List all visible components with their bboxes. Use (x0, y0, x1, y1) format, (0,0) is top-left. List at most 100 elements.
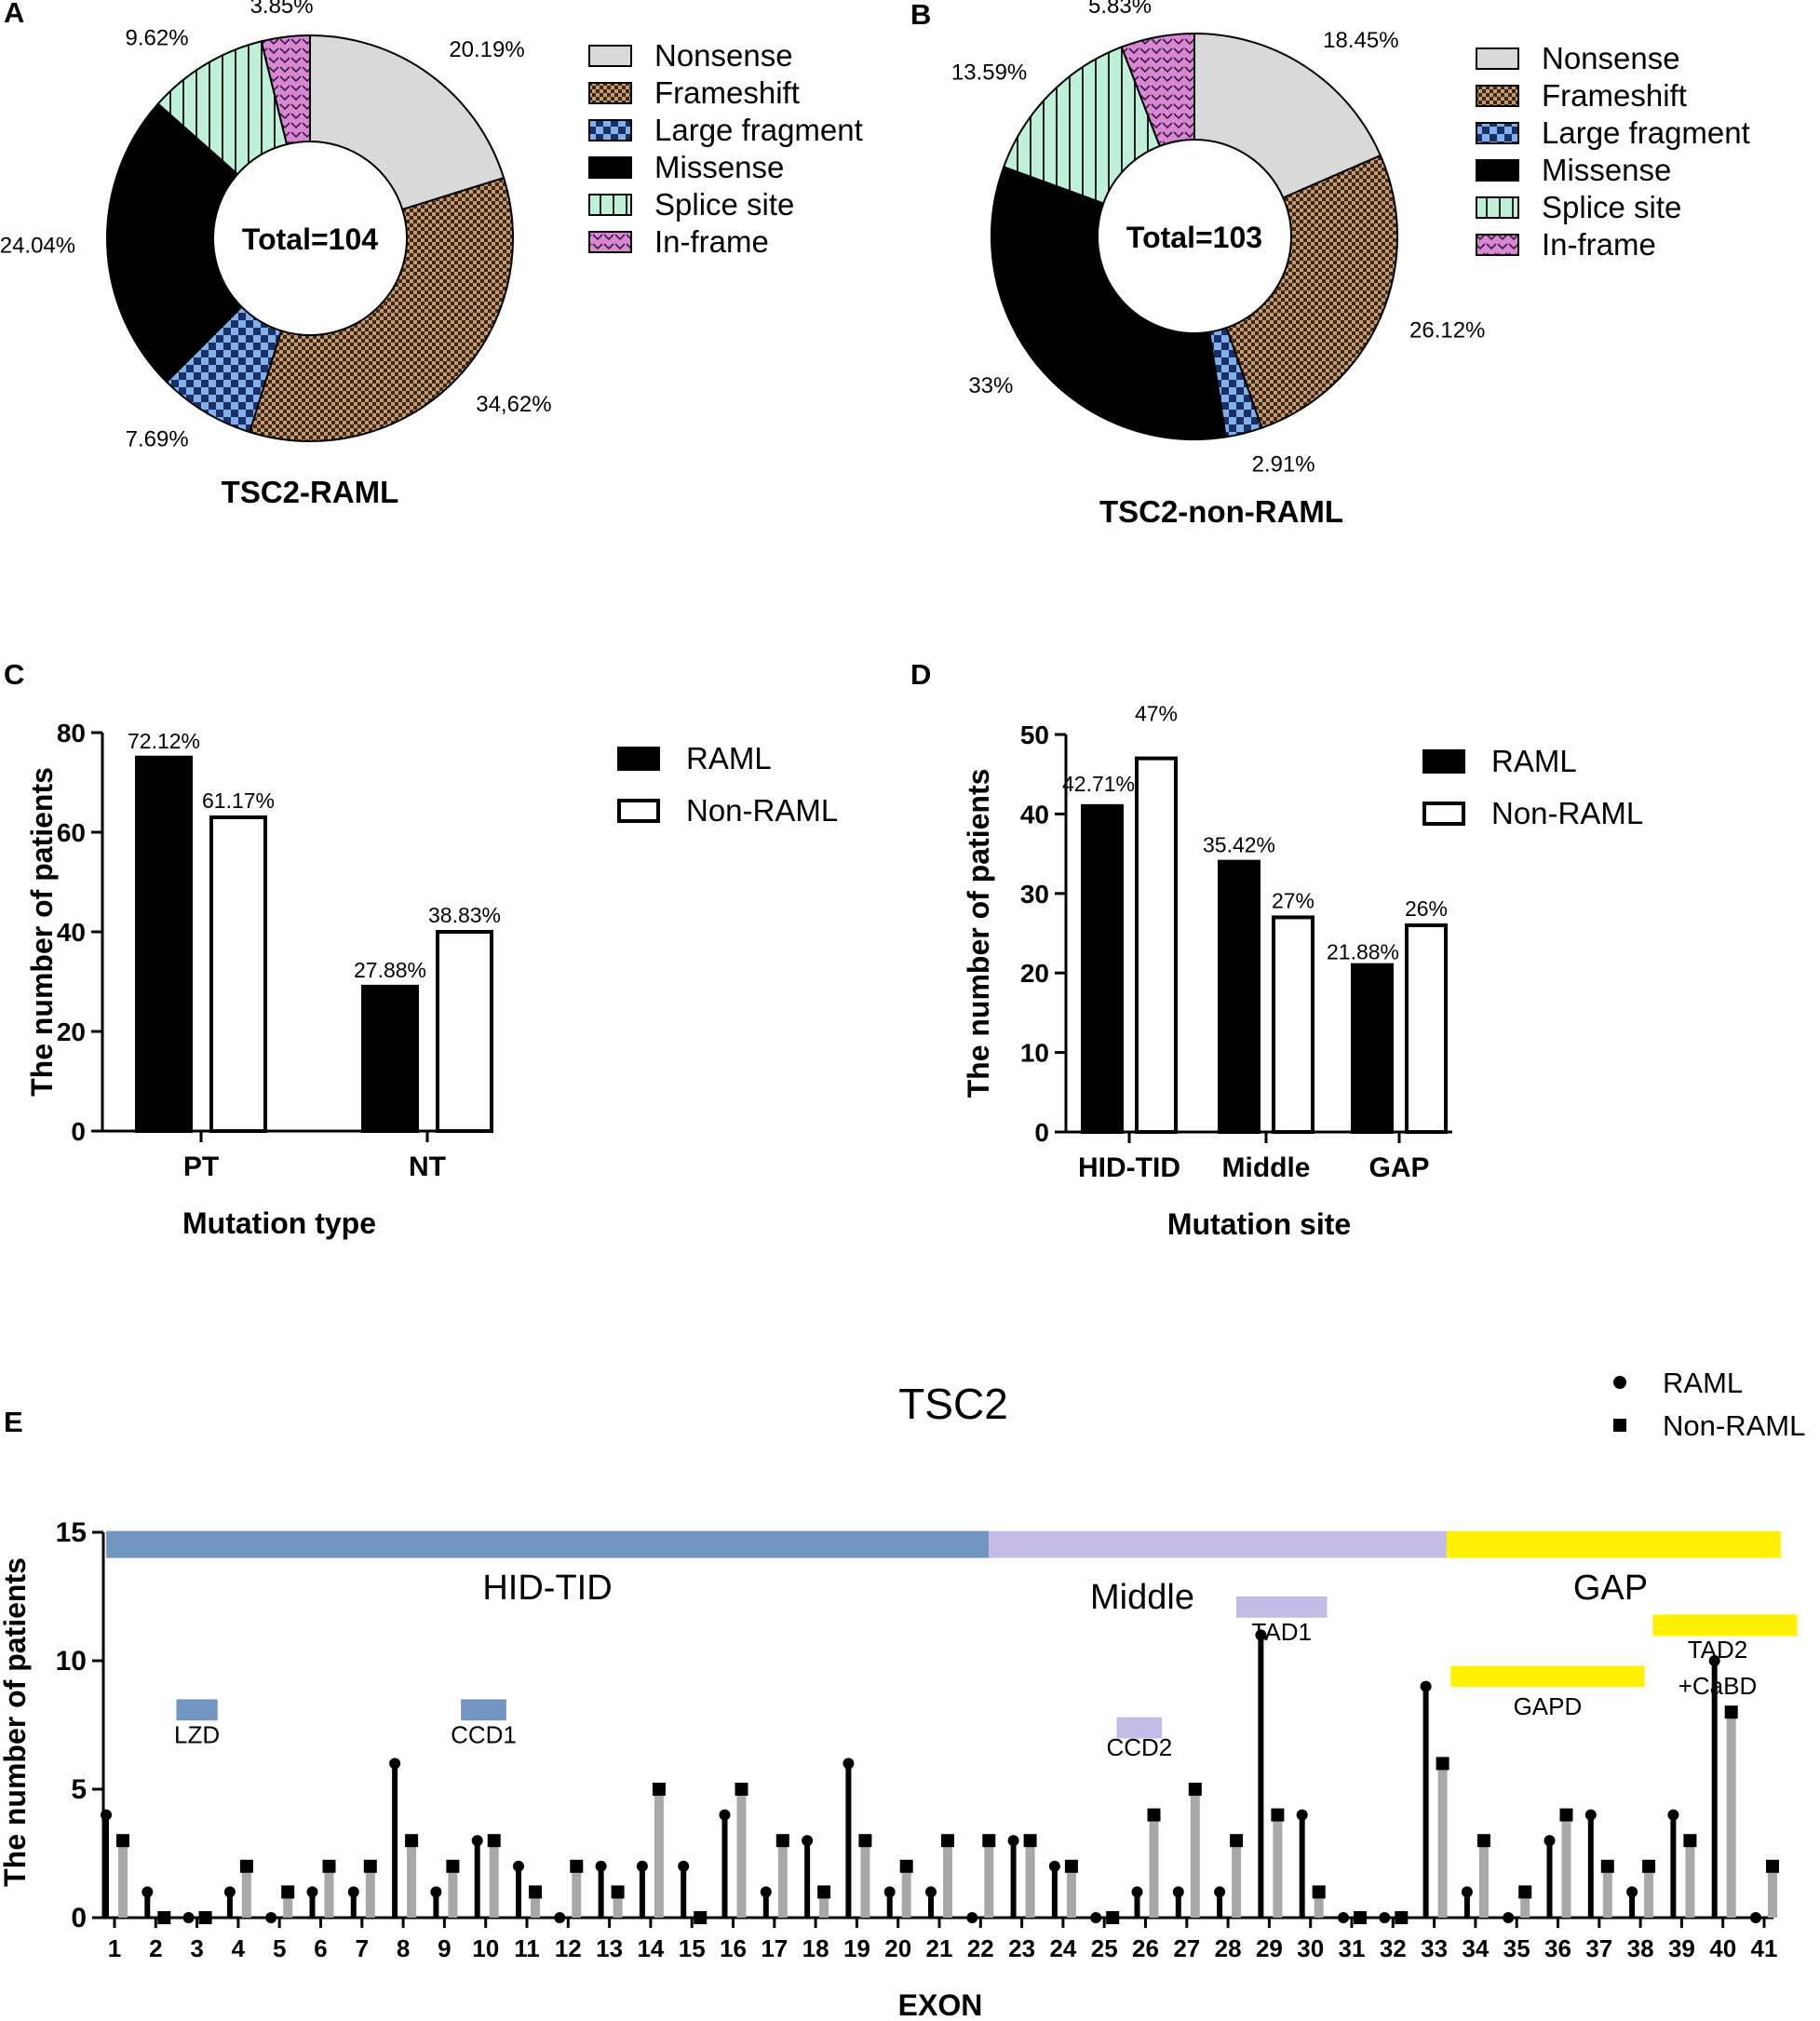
exon-label: 30 (1297, 1934, 1324, 1962)
domain-label: LZD (174, 1720, 220, 1748)
legend-marker-non-raml (1613, 1419, 1626, 1432)
non-raml-bar (1561, 1814, 1571, 1918)
non-raml-bar (1644, 1866, 1654, 1918)
non-raml-point (817, 1885, 831, 1899)
legend-swatch-nonsense (588, 45, 632, 67)
non-raml-point (322, 1859, 336, 1873)
domain-label: +CaBD (1678, 1672, 1758, 1700)
exon-label: 14 (637, 1934, 664, 1962)
raml-point (1584, 1809, 1597, 1821)
non-raml-bar (1726, 1712, 1736, 1918)
exon-label: 32 (1380, 1934, 1407, 1962)
raml-point (843, 1758, 855, 1770)
region-bar-gap (1446, 1530, 1781, 1558)
domain-bar (176, 1699, 218, 1721)
region-bar-middle (989, 1530, 1447, 1558)
region-bar-hid_tid (106, 1530, 990, 1558)
pie-slice-missense (991, 166, 1227, 440)
raml-point (1708, 1655, 1720, 1666)
domain-bar (1235, 1597, 1328, 1618)
pie-slice-frameshift (1225, 154, 1398, 429)
exon-label: 36 (1544, 1934, 1571, 1962)
pie-chart-b: 18.45% 26.12% 2.91% 33% 13.59% 5.83% Total=103 (951, 0, 1486, 477)
raml-point (1338, 1912, 1349, 1923)
panel-label-b: B (910, 0, 931, 31)
pie-title-a: TSC2-RAML (222, 475, 399, 509)
exon-label: 9 (438, 1934, 451, 1962)
non-raml-point (1766, 1859, 1779, 1873)
raml-point (802, 1835, 814, 1847)
legend-label-large: Large fragment (1542, 115, 1750, 150)
y-tick-label: 60 (57, 818, 86, 847)
raml-point (1667, 1809, 1679, 1821)
non-raml-point (1271, 1808, 1285, 1822)
exon-label: 34 (1462, 1934, 1489, 1962)
non-raml-point (239, 1859, 253, 1873)
pie-slice-inframe (1120, 32, 1195, 148)
non-raml-point (281, 1885, 295, 1899)
bar-raml (135, 755, 193, 1133)
pie-label-nonsense: 20.19% (449, 37, 524, 62)
y-tick-label: 0 (1034, 1118, 1049, 1147)
raml-point (595, 1860, 607, 1872)
non-raml-bar (1149, 1814, 1159, 1918)
raml-point (430, 1886, 442, 1898)
y-tick-label: 40 (57, 918, 86, 947)
y-tick-label: 30 (1020, 880, 1049, 909)
exon-label: 38 (1627, 1934, 1654, 1962)
pie-label-nonsense: 18.45% (1323, 28, 1398, 53)
x-axis-title: EXON (898, 1988, 983, 2021)
legend-swatch-non-raml (617, 799, 660, 823)
bar-non-raml (209, 815, 267, 1133)
legend-label-nonsense: Nonsense (654, 38, 793, 73)
x-category-label: HID-TID (1078, 1152, 1180, 1183)
legend-label-raml: RAML (1663, 1367, 1743, 1399)
raml-point (1007, 1835, 1019, 1847)
bar-value-label: 27.88% (354, 958, 426, 982)
non-raml-point (1147, 1808, 1161, 1822)
legend-swatch-nonsense (1476, 47, 1519, 70)
raml-point (1503, 1912, 1515, 1923)
non-raml-point (1683, 1834, 1697, 1848)
bar-value-label: 26% (1405, 896, 1448, 921)
bar-non-raml (1405, 923, 1448, 1135)
exon-label: 19 (843, 1934, 870, 1962)
x-category-label: Middle (1222, 1152, 1311, 1183)
exon-label: 37 (1585, 1934, 1612, 1962)
x-category-label: GAP (1368, 1152, 1429, 1183)
legend-swatch-missense (1476, 159, 1519, 182)
legend-label-non-raml: Non-RAML (1663, 1409, 1805, 1442)
non-raml-bar (613, 1892, 623, 1918)
non-raml-bar (241, 1866, 251, 1918)
exon-label: 40 (1709, 1934, 1736, 1962)
legend-swatch-frameshift (1476, 85, 1519, 107)
raml-point (1255, 1629, 1267, 1641)
non-raml-bar (1685, 1840, 1695, 1918)
raml-point (389, 1758, 401, 1770)
non-raml-bar (1190, 1789, 1200, 1918)
raml-point (513, 1860, 524, 1872)
non-raml-point (982, 1834, 996, 1848)
legend-swatch-splice (588, 194, 632, 216)
bar-non-raml (1135, 756, 1178, 1134)
raml-point (1048, 1860, 1060, 1872)
raml-point (1420, 1680, 1432, 1692)
exon-label: 28 (1215, 1934, 1242, 1962)
pie-label-large: 2.91% (1252, 451, 1315, 477)
legend-swatch-raml (1422, 749, 1465, 774)
non-raml-bar (1066, 1866, 1076, 1918)
raml-point (760, 1886, 772, 1898)
bar-chart-d: 0 10 20 30 40 50 HID-TID 42.71% 47% Middle 35.42% 2… (962, 702, 1643, 1241)
non-raml-point (529, 1885, 542, 1899)
exon-label: 31 (1339, 1934, 1366, 1962)
non-raml-bar (489, 1840, 499, 1918)
y-axis-title: The number of patients (25, 767, 59, 1097)
legend-label: Non-RAML (1491, 796, 1643, 830)
non-raml-bar (1025, 1840, 1035, 1918)
pie-slice-nonsense (1193, 32, 1382, 199)
exon-label: 27 (1173, 1934, 1200, 1962)
raml-point (966, 1912, 978, 1923)
exon-label: 1 (108, 1934, 121, 1962)
exon-label: 10 (472, 1934, 499, 1962)
exon-label: 2 (149, 1934, 162, 1962)
